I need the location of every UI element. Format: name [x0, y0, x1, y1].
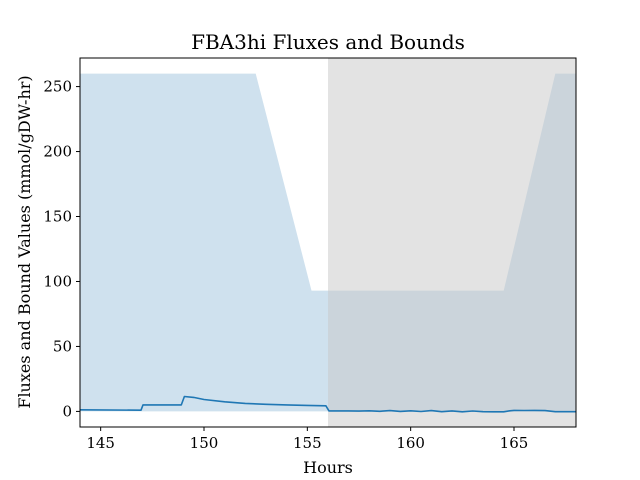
x-tick-label: 150	[190, 434, 219, 452]
y-tick-label: 50	[53, 337, 72, 355]
plot-area	[79, 58, 576, 427]
y-tick-label: 250	[43, 78, 72, 96]
y-tick-label: 100	[43, 272, 72, 290]
shaded-region	[328, 58, 576, 427]
x-tick-label: 165	[500, 434, 529, 452]
flux-series-line-0	[79, 395, 576, 413]
chart-title: FBA3hi Fluxes and Bounds	[191, 30, 465, 54]
y-axis-label: Fluxes and Bound Values (mmol/gDW-hr)	[15, 75, 34, 408]
x-axis-label: Hours	[303, 458, 353, 477]
x-tick-label: 145	[86, 434, 115, 452]
plot-frame	[79, 57, 577, 428]
y-tick-label: 0	[62, 402, 72, 420]
x-tick-label: 155	[293, 434, 322, 452]
y-tick-label: 200	[43, 143, 72, 161]
y-tick-label: 150	[43, 208, 72, 226]
x-tick-label: 160	[396, 434, 425, 452]
x-axis: 145 150 155 160 165	[86, 427, 528, 452]
y-axis: 0 50 100 150 200 250	[43, 78, 80, 420]
